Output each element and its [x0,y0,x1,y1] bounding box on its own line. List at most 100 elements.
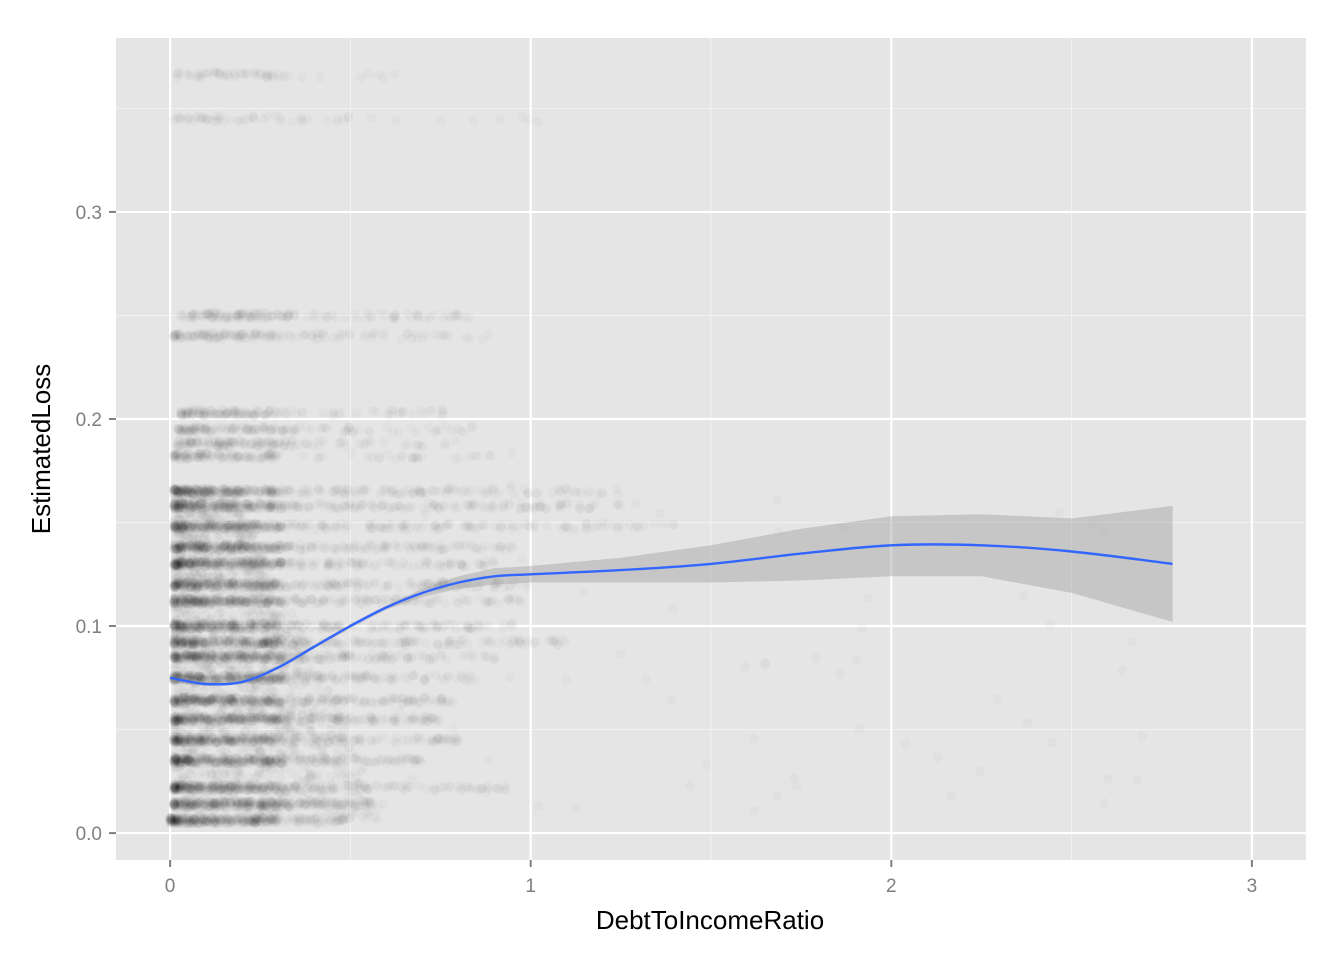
data-point [597,488,607,498]
data-point [372,595,382,605]
data-point [440,598,450,608]
data-point [383,580,393,590]
data-point [359,670,369,680]
data-point [323,672,333,682]
data-point [332,674,342,684]
data-point [315,651,325,661]
data-point [218,328,228,338]
data-point [574,504,584,514]
data-point [472,545,482,555]
data-point [352,408,362,418]
data-point [331,312,341,322]
data-point [582,519,592,529]
data-point [189,309,199,319]
data-point [467,423,477,433]
data-point [306,580,316,590]
data-point [169,115,179,125]
data-point [440,522,450,532]
data-point [437,544,447,554]
data-point [346,650,356,660]
data-point [562,483,572,493]
data-point [415,485,425,495]
data-point [197,453,207,463]
data-point [542,521,552,531]
data-point [225,115,235,125]
data-point [345,542,355,552]
data-point [261,522,271,532]
data-point [208,328,218,338]
data-point [489,559,499,569]
data-point [443,637,453,647]
data-point [369,328,379,338]
data-point [650,519,660,529]
data-point [306,425,316,435]
data-point [404,504,414,514]
data-point [486,501,496,511]
data-point [340,502,350,512]
data-point [484,636,494,646]
data-point [426,598,436,608]
data-point [390,69,400,79]
data-point [305,622,315,632]
data-point [443,560,453,570]
data-point [530,637,540,647]
data-point [391,116,401,126]
data-point [503,541,513,551]
data-point [258,422,268,432]
data-point [515,596,525,606]
data-point [243,114,253,124]
data-point [238,488,248,498]
data-point [382,539,392,549]
data-point [425,406,435,416]
data-point [317,487,327,497]
data-point [481,597,491,607]
data-point [250,308,260,318]
data-point [422,638,432,648]
data-point [424,423,434,433]
data-point [334,484,344,494]
data-point [364,69,374,79]
data-point [209,308,219,318]
data-point [298,408,308,418]
data-point [498,623,508,633]
data-point [438,408,448,418]
data-point [334,439,344,449]
data-point [270,310,280,320]
data-point [522,502,532,512]
data-point [172,69,182,79]
data-point [431,623,441,633]
data-point [385,557,395,567]
data-point [352,313,362,323]
data-point [378,673,388,683]
data-point [400,672,410,682]
data-point [376,558,386,568]
data-point [465,452,475,462]
data-point [433,502,443,512]
data-point [441,422,451,432]
data-point [445,620,455,630]
data-point [379,638,389,648]
data-point [276,561,286,571]
data-point [450,436,460,446]
data-point [430,329,440,339]
data-point [479,651,489,661]
data-point [402,519,412,529]
data-point [287,117,297,127]
data-point [357,594,367,604]
data-point [294,562,304,572]
data-point [521,582,531,592]
data-point [441,310,451,320]
data-point [396,452,406,462]
data-point [200,424,210,434]
data-point [608,521,618,531]
data-point [360,329,370,339]
data-point [495,115,505,125]
data-point [305,558,315,568]
data-point [360,438,370,448]
data-point [183,409,193,419]
data-point [195,68,205,78]
data-point [554,641,564,651]
data-point [327,410,337,420]
data-point [280,436,290,446]
